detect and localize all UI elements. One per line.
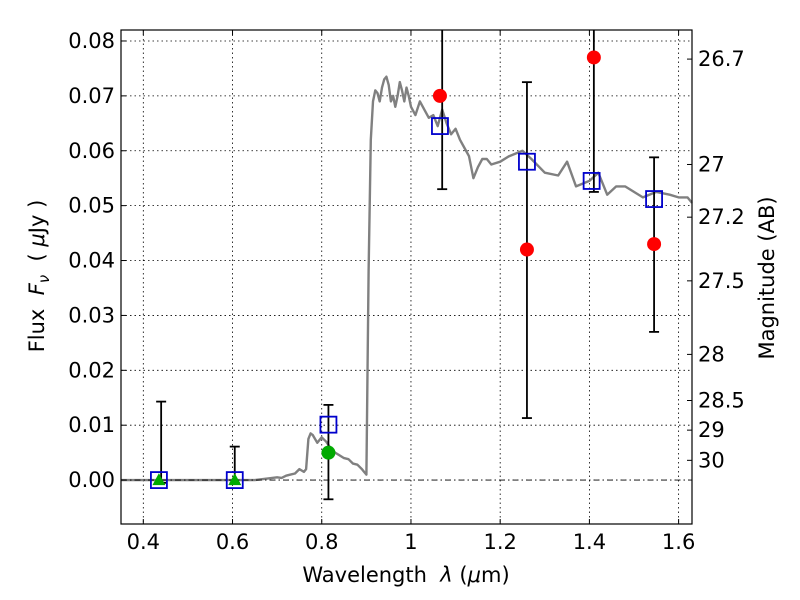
magnitude-tick-label: 28 bbox=[698, 342, 725, 366]
data-point-circle bbox=[321, 445, 336, 460]
y-tick-label: 0.02 bbox=[68, 358, 115, 382]
grid-lines bbox=[121, 30, 692, 524]
magnitude-tick-label: 30 bbox=[698, 448, 725, 472]
x-tick-label: 1.6 bbox=[662, 530, 695, 554]
y-tick-label: 0.03 bbox=[68, 303, 115, 327]
magnitude-tick-label: 28.5 bbox=[698, 389, 745, 413]
data-markers bbox=[150, 50, 663, 489]
model-photometry-square bbox=[150, 471, 168, 489]
error-bars bbox=[156, 30, 660, 501]
y-tick-label: 0.06 bbox=[68, 139, 115, 163]
model-spectrum-layer bbox=[121, 75, 693, 482]
magnitude-tick-label: 29 bbox=[698, 418, 725, 442]
x-tick-label: 1.2 bbox=[483, 530, 516, 554]
model-photometry-square bbox=[518, 152, 536, 171]
x-tick-label: 0.8 bbox=[305, 530, 338, 554]
plot-frame bbox=[120, 29, 693, 525]
y-axis-label: Flux Fν ( μJy ) bbox=[25, 200, 53, 353]
y-tick-label: 0.00 bbox=[68, 468, 115, 492]
magnitude-tick-label: 27.5 bbox=[698, 269, 745, 293]
data-point-circle bbox=[519, 242, 534, 257]
data-point-circle bbox=[432, 88, 447, 103]
data-point-triangle bbox=[152, 473, 166, 486]
model-photometry-square bbox=[431, 117, 449, 135]
x-tick-label: 0.6 bbox=[216, 530, 249, 554]
y-tick-label: 0.04 bbox=[68, 249, 115, 273]
y-tick-label: 0.08 bbox=[68, 29, 115, 53]
y-tick-label: 0.05 bbox=[68, 194, 115, 218]
magnitude-axis-label: Magnitude (AB) bbox=[755, 196, 779, 359]
model-photometry-square bbox=[319, 415, 338, 434]
magnitude-tick-label: 27.2 bbox=[698, 205, 745, 229]
data-point-circle bbox=[586, 50, 601, 65]
x-tick-label: 1.4 bbox=[573, 530, 606, 554]
model-spectrum-line bbox=[121, 75, 693, 482]
data-point-circle bbox=[647, 237, 662, 252]
magnitude-tick-label: 26.7 bbox=[698, 47, 745, 71]
y-tick-label: 0.07 bbox=[68, 84, 115, 108]
magnitude-tick-label: 27 bbox=[698, 152, 725, 176]
x-tick-label: 1 bbox=[404, 530, 417, 554]
model-photometry-square bbox=[645, 190, 663, 208]
data-point-triangle bbox=[228, 473, 242, 486]
x-tick-label: 0.4 bbox=[127, 530, 160, 554]
axis-ticks: 0.4 0.6 0.8 1 1.2 1.4 1.6 0.00 0.01 0.02 0.03 0.04 0… bbox=[68, 29, 745, 554]
model-photometry-square bbox=[582, 172, 601, 190]
model-photometry-square bbox=[225, 471, 244, 489]
x-axis-label: Wavelength λ (μm) bbox=[302, 563, 509, 587]
y-tick-label: 0.01 bbox=[68, 413, 115, 437]
